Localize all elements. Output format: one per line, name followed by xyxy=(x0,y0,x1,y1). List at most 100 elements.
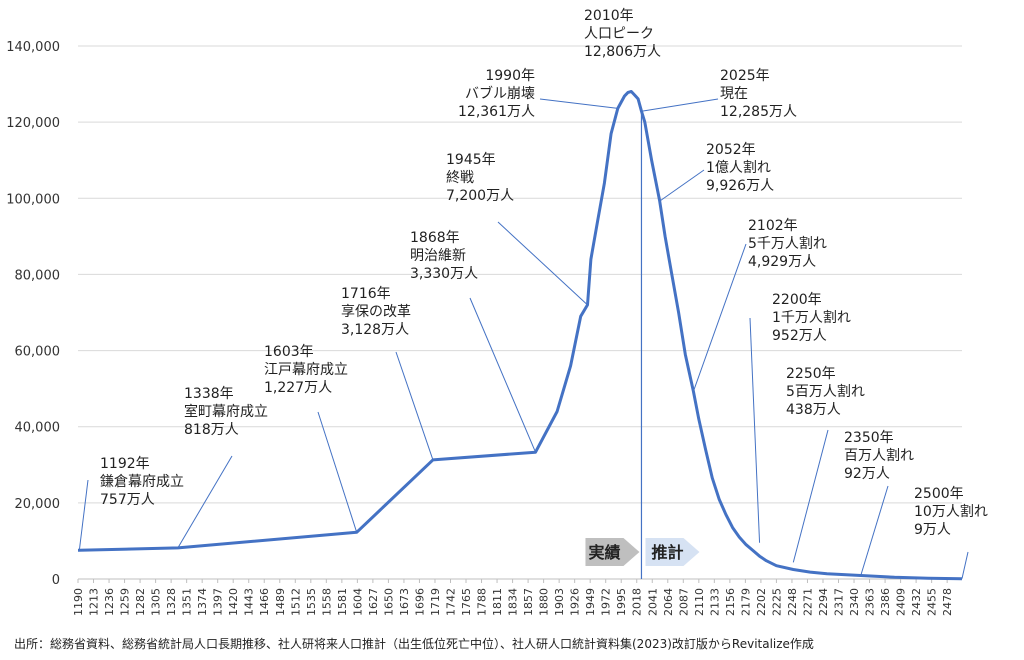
annotation-line: 鎌倉幕府成立 xyxy=(100,474,184,490)
x-tick-label: 1995 xyxy=(615,588,628,616)
x-axis-ticks: 1190 1213 1236 1259 1282 1305 1328 1351 1374 1397… xyxy=(72,578,962,616)
x-tick-label: 2317 xyxy=(833,588,846,616)
annotation-leader xyxy=(961,551,969,579)
annotation-leader xyxy=(792,429,829,563)
annotation-label: 1716年享保の改革 3,128万人 xyxy=(341,286,411,338)
x-tick-label: 2156 xyxy=(724,588,737,616)
x-tick-label: 2363 xyxy=(864,588,877,616)
annotation-label: 2010年人口ピーク 12,806万人 xyxy=(584,8,661,60)
annotation-leader xyxy=(692,243,747,392)
x-tick-label: 1512 xyxy=(289,588,302,616)
annotation-label: 1945年終戦 7,200万人 xyxy=(446,152,514,204)
annotation-leader xyxy=(659,169,705,202)
annotation-leader xyxy=(177,455,233,549)
x-tick-label: 1581 xyxy=(336,588,349,616)
x-tick-label: 2432 xyxy=(910,588,923,616)
x-tick-label: 1535 xyxy=(305,588,318,616)
annotation-line: 10万人割れ xyxy=(914,503,988,520)
x-tick-label: 2087 xyxy=(677,588,690,616)
y-tick-label: 40,000 xyxy=(15,421,61,436)
annotation-line: 2025年 xyxy=(720,68,770,84)
x-tick-label: 1236 xyxy=(103,588,116,616)
annotation-line: 818万人 xyxy=(184,422,239,438)
source-note: 出所：総務省資料、総務省統計局人口長期推移、社人研将来人口推計（出生低位死亡中位… xyxy=(14,636,814,651)
grid-lines xyxy=(78,45,962,580)
x-tick-label: 1259 xyxy=(119,588,132,616)
x-tick-label: 1351 xyxy=(181,588,194,616)
annotation-line: 享保の改革 xyxy=(341,303,411,320)
annotation-line: 2052年 xyxy=(706,142,756,158)
y-tick-label: 100,000 xyxy=(6,192,60,207)
annotation-line: 12,361万人 xyxy=(458,104,535,120)
annotation-line: 3,330万人 xyxy=(410,266,478,282)
annotation-line: 1億人割れ xyxy=(706,159,771,176)
x-tick-label: 1627 xyxy=(367,588,380,616)
x-tick-label: 1972 xyxy=(600,588,613,616)
annotation-label: 1603年江戸幕府成立 1,227万人 xyxy=(264,344,348,396)
x-tick-label: 1742 xyxy=(444,588,457,616)
y-axis-ticks: 0 20,000 40,000 60,000 80,000 100,000 120,000 1… xyxy=(6,40,60,588)
x-tick-label: 2179 xyxy=(739,588,752,616)
x-tick-label: 2409 xyxy=(895,588,908,616)
annotation-line: 2010年 xyxy=(584,8,634,24)
annotation-leader xyxy=(860,485,889,576)
annotation-line: 1338年 xyxy=(184,386,234,402)
annotation-line: 12,806万人 xyxy=(584,44,661,60)
x-tick-label: 2294 xyxy=(817,588,830,616)
annotation-leader xyxy=(539,98,618,109)
x-tick-label: 1673 xyxy=(398,588,411,616)
annotation-line: 人口ピーク xyxy=(584,26,654,42)
actual-arrow-label: 実績 xyxy=(588,543,620,562)
annotation-leader xyxy=(497,221,588,306)
x-tick-label: 1328 xyxy=(165,588,178,616)
annotation-label: 1338年室町幕府成立 818万人 xyxy=(184,386,268,438)
x-tick-label: 1190 xyxy=(72,588,85,616)
annotation-line: 現在 xyxy=(720,86,748,102)
annotation-line: 1,227万人 xyxy=(264,380,332,396)
annotation-label: 2350年百万人割れ 92万人 xyxy=(844,430,914,482)
y-tick-label: 140,000 xyxy=(6,40,60,55)
x-tick-label: 2455 xyxy=(926,588,939,616)
population-series xyxy=(77,90,963,581)
x-tick-label: 2225 xyxy=(770,588,783,616)
annotation-label: 2025年現在 12,285万人 xyxy=(720,68,797,120)
annotation-line: 1603年 xyxy=(264,344,314,360)
x-tick-label: 1880 xyxy=(538,588,551,616)
annotation-line: 5百万人割れ xyxy=(786,383,865,400)
x-tick-label: 1443 xyxy=(243,588,256,616)
annotation-label: 1192年鎌倉幕府成立 757万人 xyxy=(100,456,184,508)
annotation-leader xyxy=(317,411,358,533)
x-tick-label: 2340 xyxy=(848,588,861,616)
x-tick-label: 2064 xyxy=(662,588,675,616)
actual-arrow xyxy=(585,538,640,566)
actual-vs-projection-arrows: 実績 推計 xyxy=(585,111,700,579)
annotation-line: 江戸幕府成立 xyxy=(264,362,348,378)
x-tick-label: 1374 xyxy=(196,588,209,616)
x-tick-label: 1765 xyxy=(460,588,473,616)
annotation-line: 2500年 xyxy=(914,486,964,502)
x-tick-label: 2133 xyxy=(708,588,721,616)
annotation-leader xyxy=(78,479,89,551)
annotation-line: 438万人 xyxy=(786,402,841,418)
x-tick-label: 2478 xyxy=(941,588,954,616)
x-tick-label: 2248 xyxy=(786,588,799,616)
annotation-line: 1716年 xyxy=(341,286,391,302)
x-tick-label: 1811 xyxy=(491,588,504,616)
annotation-line: 952万人 xyxy=(772,328,827,344)
annotation-line: バブル崩壊 xyxy=(465,85,535,102)
annotation-line: 1868年 xyxy=(410,230,460,246)
annotation-line: 1千万人割れ xyxy=(772,309,851,326)
x-tick-label: 1466 xyxy=(258,588,271,616)
x-tick-label: 1282 xyxy=(134,588,147,616)
annotation-line: 2102年 xyxy=(748,218,798,234)
x-tick-label: 1788 xyxy=(476,588,489,616)
x-tick-label: 1420 xyxy=(227,588,240,616)
annotation-line: 2250年 xyxy=(786,366,836,382)
x-tick-label: 1305 xyxy=(150,588,163,616)
x-tick-label: 1719 xyxy=(429,588,442,616)
annotation-line: 2200年 xyxy=(772,292,822,308)
annotation-line: 7,200万人 xyxy=(446,188,514,204)
annotation-line: 4,929万人 xyxy=(748,254,816,270)
x-tick-label: 1604 xyxy=(351,588,364,616)
